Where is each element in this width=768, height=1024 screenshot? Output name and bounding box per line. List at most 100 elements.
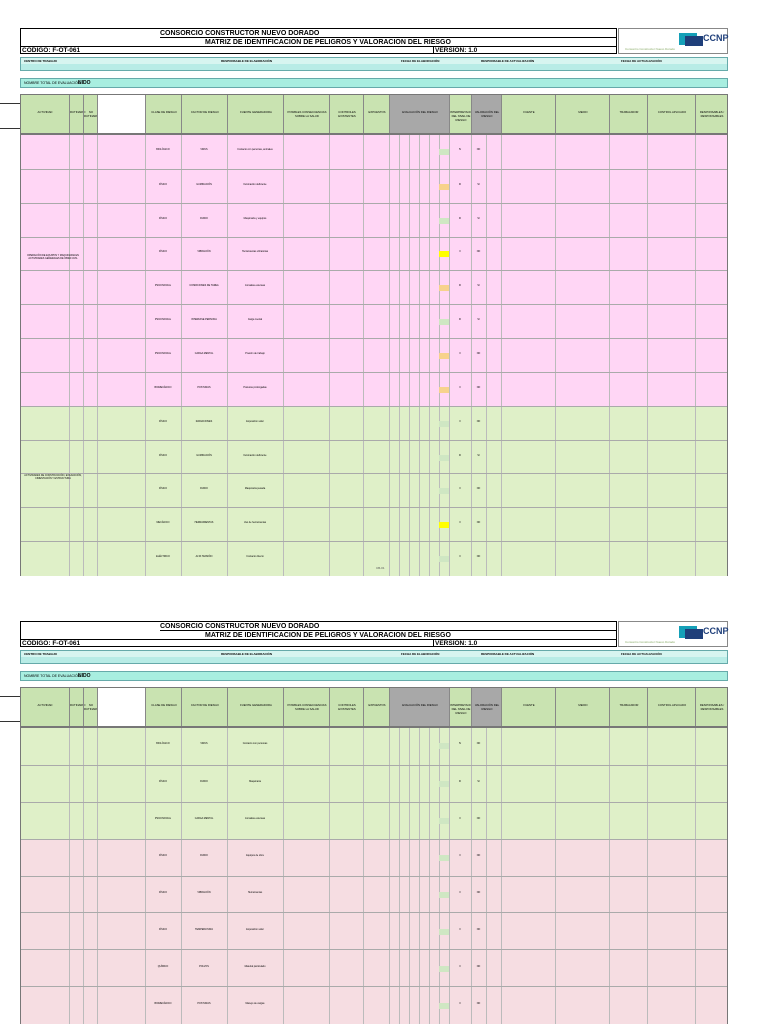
column-divider (329, 765, 330, 803)
table-row: QUÍMICO POLVOS Material particulado II NO (21, 949, 727, 988)
column-divider (449, 542, 450, 576)
column-divider (283, 339, 284, 373)
interpretation-cell: III (459, 284, 461, 288)
column-divider (419, 271, 420, 306)
column-divider (647, 508, 648, 543)
column-divider (409, 169, 410, 204)
column-divider (69, 271, 70, 306)
column-divider (471, 508, 472, 543)
header-frame (20, 28, 617, 54)
column-divider (363, 765, 364, 803)
hazard-class-cell: BIOLÓGICO (156, 742, 170, 746)
column-divider (97, 406, 98, 441)
column-divider (97, 987, 98, 1024)
column-divider (471, 913, 472, 951)
column-divider (409, 728, 410, 765)
column-divider (363, 876, 364, 914)
column-divider (329, 440, 330, 475)
company-name: CONSORCIO CONSTRUCTOR NUEVO DORADO (160, 623, 320, 630)
column-divider (555, 474, 556, 509)
margin-line (0, 128, 20, 129)
column-divider (399, 987, 400, 1024)
column-divider (145, 135, 146, 169)
column-divider (329, 406, 330, 441)
column-divider (145, 508, 146, 543)
hazard-class-cell: BIOMECÁNICO (154, 1001, 172, 1005)
acceptability-cell: NO (476, 487, 481, 491)
company-logo: CCNP Consorcio Constructor Nuevo Dorado (618, 28, 729, 54)
column-divider (409, 474, 410, 509)
hazard-factor-cell: CARGA MENTAL (194, 351, 214, 355)
column-divider (486, 271, 487, 306)
hazard-factor-cell: CARGA MENTAL (194, 817, 214, 821)
column-divider (181, 406, 182, 441)
column-divider (329, 237, 330, 272)
hazard-source-cell: Contacto con personas, animales (237, 147, 273, 151)
column-divider (501, 728, 502, 765)
column-divider (609, 950, 610, 988)
column-divider (471, 203, 472, 238)
column-divider (329, 802, 330, 840)
column-divider (83, 440, 84, 475)
column-divider (83, 728, 84, 765)
column-divider (449, 802, 450, 840)
column-divider (145, 542, 146, 576)
hazard-class-cell: FÍSICO (159, 250, 167, 254)
acceptability-cell: NO (476, 385, 481, 389)
interpretation-cell: III (459, 182, 461, 186)
column-divider (609, 802, 610, 840)
activity-label: OPERACIÓN DE EQUIPOS Y MAQUINARIA EN ACT… (27, 254, 79, 260)
margin-line (0, 721, 20, 722)
interpretation-cell: II (459, 854, 461, 858)
column-divider (283, 987, 284, 1024)
column-divider (501, 474, 502, 509)
risk-level-swatch (439, 285, 449, 292)
table-row: BIOLÓGICO VIRUS Contacto con personas IV NO (21, 728, 727, 765)
info-field: CENTRO DE TRABAJO (24, 59, 58, 63)
col-effects: POSIBLES CONSECUENCIAS SOBRE LA SALUD (283, 95, 330, 133)
col-controls: CONTROLES EXISTENTES (329, 688, 364, 726)
column-divider (399, 406, 400, 441)
hazard-factor-cell: CONDICIONES DE TAREA (189, 284, 219, 288)
column-divider (69, 876, 70, 914)
column-divider (97, 802, 98, 840)
column-divider (83, 372, 84, 407)
column-divider (145, 372, 146, 407)
column-divider (283, 406, 284, 441)
acceptability-cell: NO (476, 147, 481, 151)
header-divider (433, 46, 434, 54)
column-divider (609, 876, 610, 914)
column-divider (181, 203, 182, 238)
logo-text: CCNP (703, 626, 729, 636)
column-divider (283, 271, 284, 306)
hazard-factor-cell: RUIDO (200, 216, 208, 220)
column-divider (399, 305, 400, 340)
column-divider (83, 876, 84, 914)
column-divider (609, 203, 610, 238)
column-divider (97, 237, 98, 272)
document-title: MATRIZ DE IDENTIFICACION DE PELIGROS Y V… (205, 632, 451, 639)
column-divider (145, 474, 146, 509)
hazard-class-cell: ELÉCTRICO (156, 555, 170, 559)
column-divider (227, 987, 228, 1024)
column-divider (695, 508, 696, 543)
acceptability-cell: NO (476, 555, 481, 559)
column-divider (501, 440, 502, 475)
column-divider (97, 474, 98, 509)
column-divider (486, 372, 487, 407)
column-divider (181, 271, 182, 306)
column-divider (83, 765, 84, 803)
col-interpretation: INTERPRETACIÓN DEL NIVEL DE RIESGO (449, 95, 475, 133)
column-divider (145, 950, 146, 988)
info-field: CENTRO DE TRABAJO (24, 652, 58, 656)
column-divider (555, 440, 556, 475)
column-divider (389, 237, 390, 272)
column-divider (97, 765, 98, 803)
column-divider (329, 950, 330, 988)
header-line (20, 639, 617, 640)
column-divider (329, 913, 330, 951)
column-divider (181, 987, 182, 1024)
column-divider (329, 839, 330, 877)
column-divider (83, 508, 84, 543)
column-divider (555, 271, 556, 306)
